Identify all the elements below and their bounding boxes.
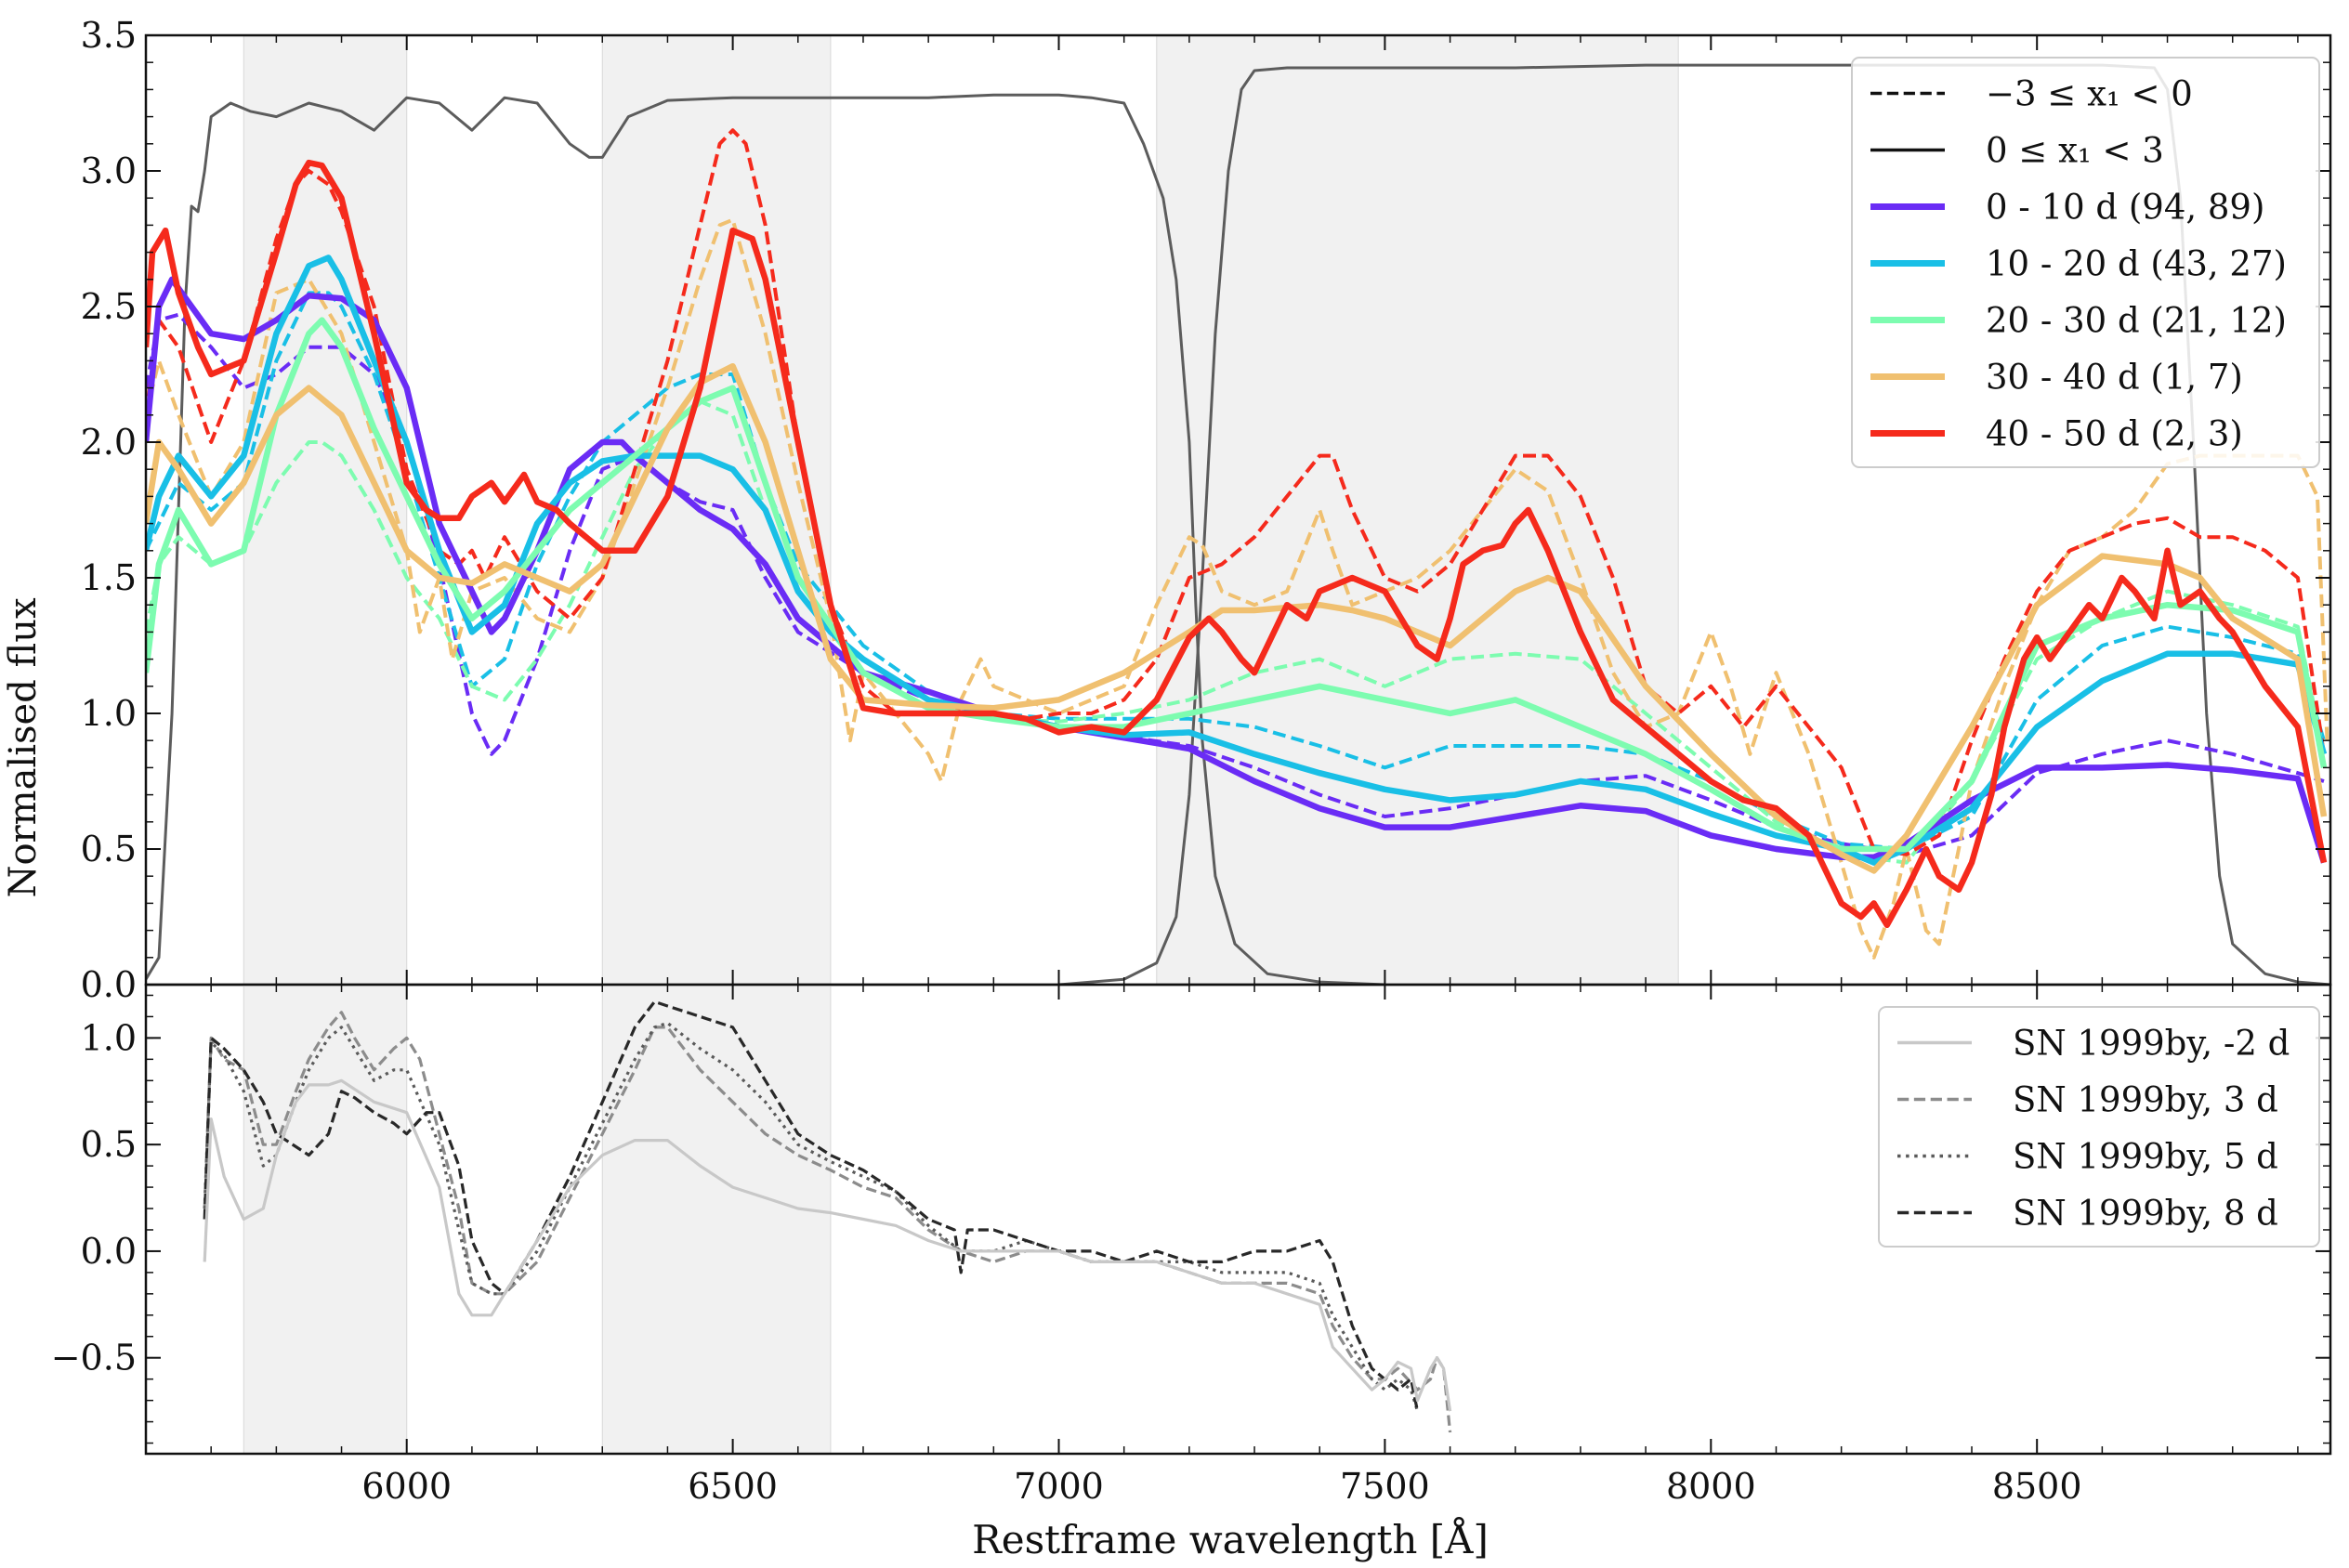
y-tick-label: 0.0 (81, 1231, 137, 1272)
plot-area (203, 1000, 1452, 1433)
y-tick-label: 2.5 (81, 286, 137, 327)
y-tick-label: 3.5 (81, 15, 137, 56)
series-line-1 (203, 1011, 1452, 1433)
series-line-2 (203, 1021, 1420, 1412)
x-tick-label: 6000 (361, 1466, 452, 1507)
series-line-8 (146, 159, 2328, 929)
legend-label-2: 0 - 10 d (94, 89) (1986, 188, 2264, 228)
legend-label-6: 40 - 50 d (2, 3) (1986, 414, 2243, 454)
top-y-axis-label: Normalised flux (2, 597, 45, 898)
shaded-region (243, 984, 408, 1455)
legend-label-2: SN 1999by, 5 d (2013, 1137, 2278, 1177)
y-tick-label: 0.0 (81, 964, 137, 1005)
legend-label-0: SN 1999by, -2 d (2013, 1024, 2290, 1064)
series-line-0 (203, 1078, 1452, 1412)
legend-label-3: 10 - 20 d (43, 27) (1986, 244, 2287, 284)
y-tick-label: 1.0 (81, 693, 137, 734)
series-line-9 (146, 128, 2326, 856)
shaded-region (243, 34, 408, 986)
bottom-panel: −0.5 0.0 0.5 1.0 6000 6500 7000 7500 8000 8500 SN … (51, 983, 2332, 1507)
legend-box (1878, 1006, 2320, 1248)
y-tick-label: 1.5 (81, 557, 137, 598)
legend-label-3: SN 1999by, 8 d (2013, 1194, 2278, 1234)
shaded-region (1156, 34, 1679, 986)
shaded-region (601, 984, 832, 1455)
y-tick-label: 2.0 (81, 422, 137, 463)
x-tick-label: 8000 (1666, 1466, 1756, 1507)
top-panel: 0.0 0.5 1.0 1.5 2.0 2.5 3.0 3.5 −3 ≤ x₁ < 0 0 ≤ x… (81, 15, 2332, 1005)
y-tick-label: 0.5 (81, 829, 137, 869)
legend-label-4: 20 - 30 d (21, 12) (1986, 301, 2287, 341)
legend-label-0: −3 ≤ x₁ < 0 (1986, 74, 2193, 114)
x-tick-label: 7500 (1340, 1466, 1430, 1507)
filter-curve-filter-1 (146, 93, 1385, 985)
series-line-4 (146, 317, 2328, 853)
y-tick-label: 3.0 (81, 150, 137, 191)
legend-label-1: 0 ≤ x₁ < 3 (1986, 131, 2164, 171)
y-tick-label: 0.5 (81, 1124, 137, 1165)
axes-frame (144, 983, 2332, 1456)
x-tick-label: 6500 (688, 1466, 778, 1507)
series-line-3 (203, 1000, 1420, 1412)
y-tick-label: −0.5 (51, 1338, 137, 1379)
shaded-region (601, 34, 832, 986)
legend-box (1851, 57, 2320, 468)
plot-area (146, 63, 2330, 985)
y-tick-label: 1.0 (81, 1017, 137, 1058)
legend-label-1: SN 1999by, 3 d (2013, 1080, 2278, 1120)
series-line-7 (146, 217, 2329, 960)
filter-curve-filter-2 (1058, 63, 2330, 985)
series-line-3 (146, 291, 2326, 851)
series-line-6 (146, 362, 2328, 874)
legend-label-5: 30 - 40 d (1, 7) (1986, 358, 2243, 398)
x-tick-label: 8500 (1992, 1466, 2082, 1507)
series-line-2 (146, 255, 2328, 866)
x-axis-label: Restframe wavelength [Å] (972, 1516, 1489, 1562)
x-tick-label: 7000 (1014, 1466, 1104, 1507)
